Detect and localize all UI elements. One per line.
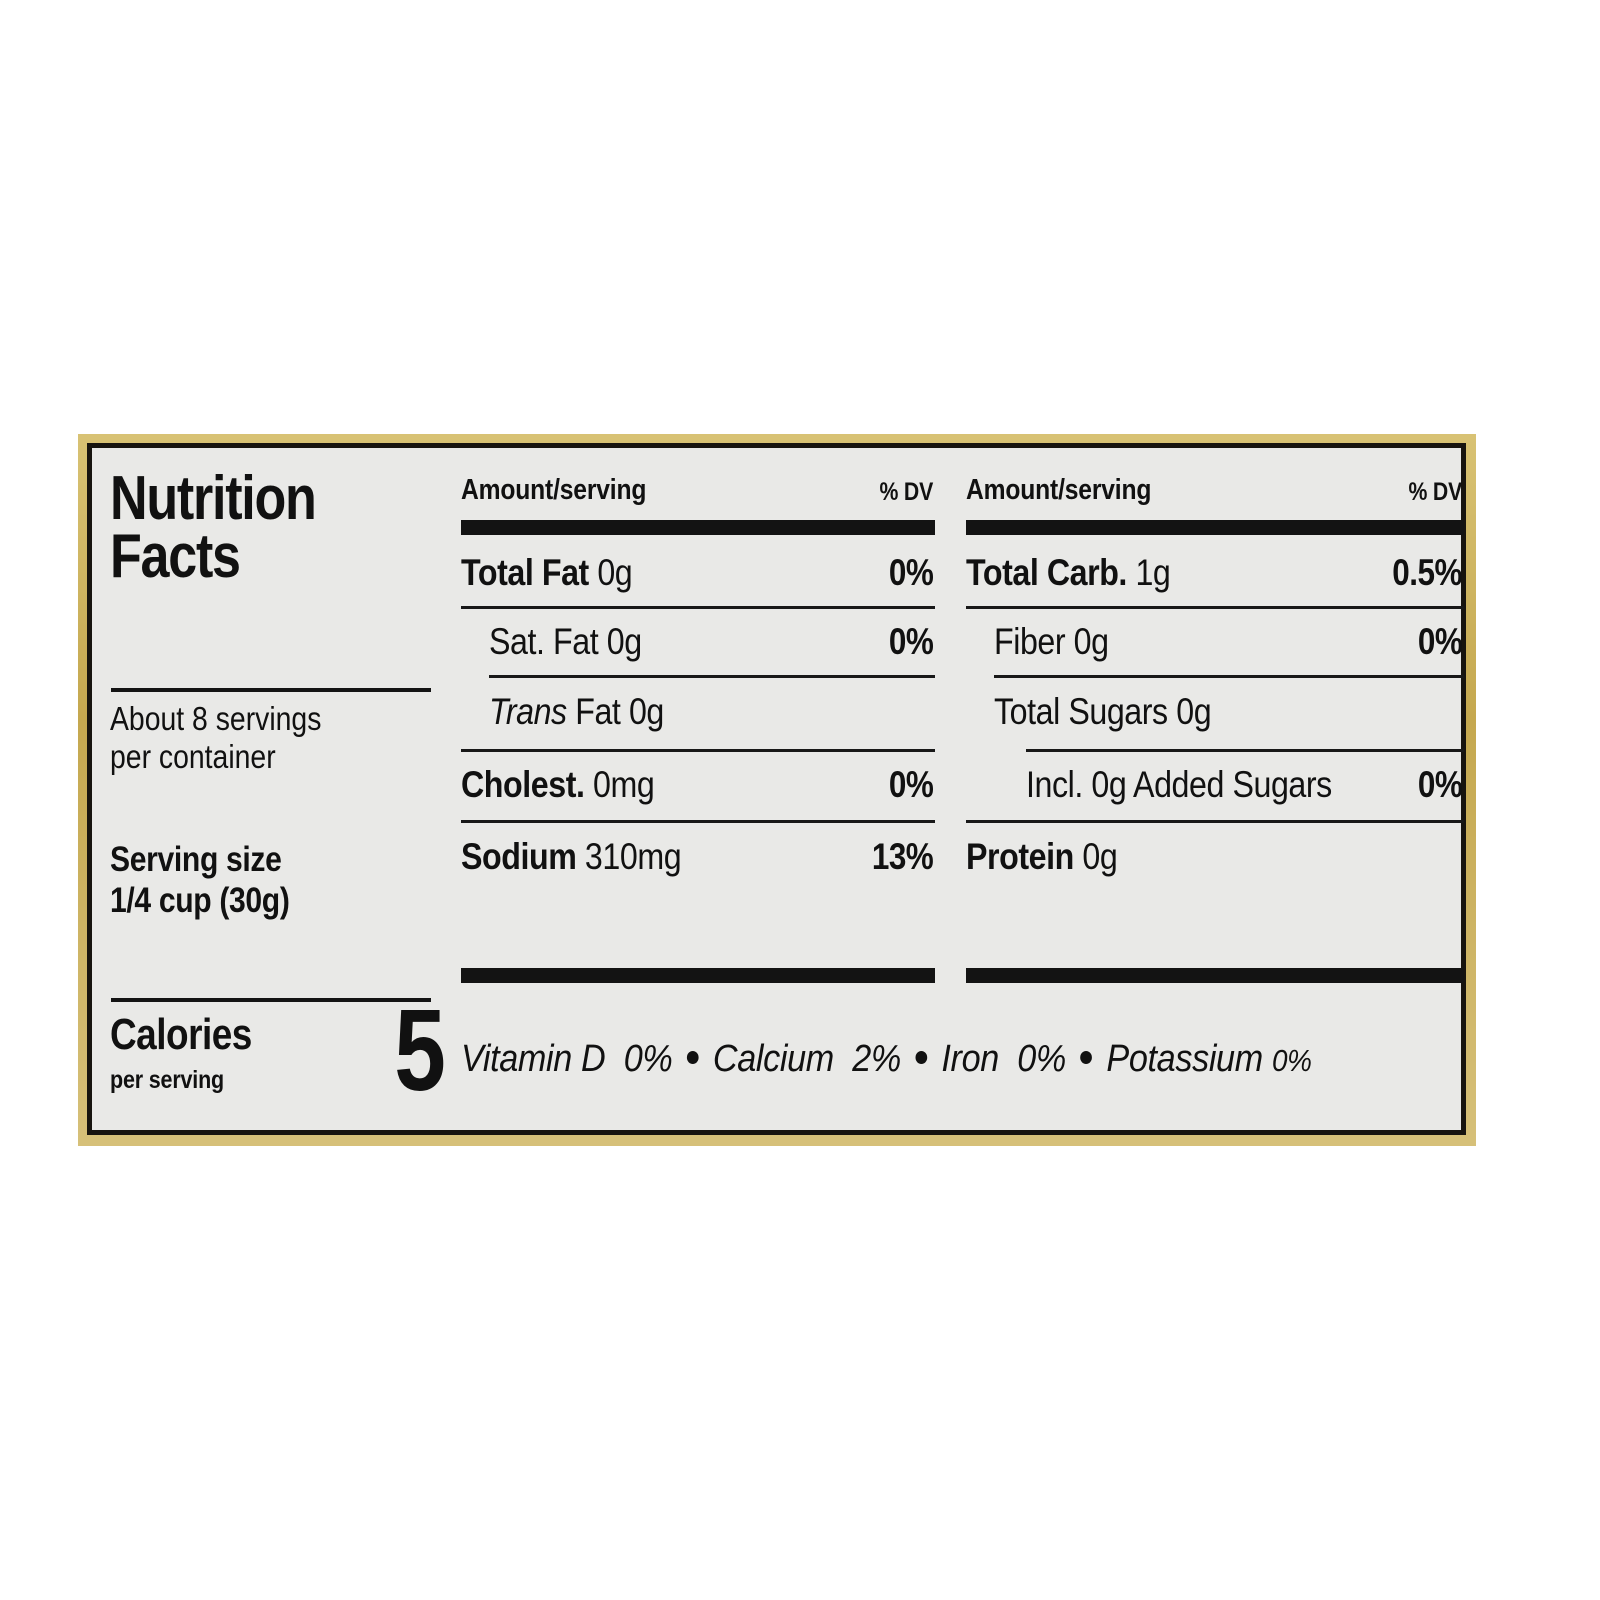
calories-label: Calories	[110, 1010, 252, 1059]
nutrient-column-left: Amount/serving % DV Total Fat 0g 0%	[459, 448, 935, 1130]
micronutrient-value-iron: 0%	[1017, 1038, 1066, 1080]
servings-line-2: per container	[110, 738, 276, 776]
nutrient-label: Total Fat	[461, 552, 589, 593]
column-header-right: Amount/serving % DV	[964, 474, 1464, 516]
nutrient-name: Trans Fat 0g	[489, 691, 690, 733]
row-divider	[1026, 749, 1464, 752]
nutrient-dv: 0%	[888, 552, 934, 593]
nutrient-dv: 0%	[888, 621, 934, 662]
nutrient-name: Sodium 310mg	[461, 836, 714, 878]
nutrient-label: Cholest.	[461, 764, 585, 805]
nutrient-name: Total Fat 0g	[461, 552, 658, 594]
serving-size-value: 1/4 cup (30g)	[110, 880, 290, 920]
nutrient-dv: 0%	[888, 764, 934, 805]
row-divider	[489, 675, 935, 678]
row-divider	[966, 606, 1464, 609]
row-divider	[994, 675, 1464, 678]
nutrient-label: Trans	[489, 691, 567, 732]
thick-bar-top-left	[461, 520, 935, 535]
micronutrient-list: Vitamin D 0% Calcium 2% Iron 0% Potassium 0…	[461, 1038, 1406, 1081]
row-divider	[461, 606, 935, 609]
row-divider	[966, 820, 1464, 823]
amount-per-serving-header: Amount/serving	[966, 474, 1152, 506]
nutrient-label: Fiber	[994, 621, 1066, 662]
micronutrient-name-iron: Iron	[941, 1038, 999, 1080]
nutrient-amount: Fat 0g	[575, 691, 664, 732]
nutrient-amount: 0g	[597, 552, 633, 593]
amount-per-serving-header: Amount/serving	[461, 474, 647, 506]
nutrient-name: Fiber 0g	[994, 621, 1126, 663]
servings-line-1: About 8 servings	[110, 700, 322, 737]
nutrient-name: Total Sugars 0g	[994, 691, 1244, 733]
nutrient-name: Sat. Fat 0g	[489, 621, 665, 663]
nutrient-amount: 0g	[1073, 621, 1109, 662]
servings-per-container: About 8 servings per container	[110, 700, 440, 777]
micronutrient-row: Vitamin D 0% Calcium 2% Iron 0% Potassium 0…	[459, 1038, 1445, 1094]
nutrient-dv: 0%	[1417, 764, 1463, 805]
nutrient-amount: 310mg	[584, 836, 682, 877]
nutrient-dv: 0%	[1417, 621, 1463, 662]
title-line-2: Facts	[110, 521, 241, 591]
nutrient-dv: 0.5%	[1392, 552, 1462, 593]
thick-bar-bottom-left	[461, 968, 935, 983]
nutrient-dv: 13%	[871, 836, 934, 877]
nutrient-amount: 0g	[606, 621, 642, 662]
nutrient-name: Incl. 0g Added Sugars	[1026, 764, 1378, 806]
row-divider	[461, 749, 935, 752]
nutrition-facts-label: Nutrition Facts About 8 servings per con…	[78, 434, 1476, 1146]
percent-dv-header: % DV	[879, 478, 933, 506]
micronutrient-value-calcium: 2%	[852, 1038, 901, 1080]
nutrient-amount: 0g	[1082, 836, 1118, 877]
micronutrient-name-vitamin-d: Vitamin D	[461, 1038, 606, 1080]
nutrient-label: Sodium	[461, 836, 577, 877]
title-line-1: Nutrition	[110, 464, 317, 533]
label-body: Nutrition Facts About 8 servings per con…	[92, 448, 1464, 1130]
nutrient-name: Protein 0g	[966, 836, 1140, 878]
nutrient-label: Sat. Fat	[489, 621, 599, 662]
calories-value: 5	[394, 985, 447, 1115]
serving-size: Serving size 1/4 cup (30g)	[110, 840, 440, 921]
nutrient-label: Incl. 0g Added Sugars	[1026, 764, 1332, 805]
label-inner-border: Nutrition Facts About 8 servings per con…	[87, 443, 1466, 1135]
nutrient-label: Protein	[966, 836, 1074, 877]
nutrient-amount: 1g	[1135, 552, 1171, 593]
nutrient-amount: 0g	[1176, 691, 1212, 732]
nutrient-name: Cholest. 0mg	[461, 764, 683, 806]
micronutrient-value-potassium: 0%	[1272, 1043, 1312, 1078]
micronutrient-value-vitamin-d: 0%	[623, 1038, 673, 1080]
divider-under-title	[111, 688, 431, 692]
micronutrient-name-potassium: Potassium	[1106, 1038, 1263, 1080]
divider-above-calories	[111, 998, 431, 1002]
nutrient-name: Total Carb. 1g	[966, 552, 1201, 594]
nutrient-amount: 0mg	[593, 764, 655, 805]
nutrient-column-right: Amount/serving % DV Total Carb. 1g 0.5%	[964, 448, 1464, 1130]
bullet-separator-icon	[1080, 1051, 1093, 1065]
row-divider	[461, 820, 935, 823]
column-header-left: Amount/serving % DV	[459, 474, 935, 516]
serving-info-panel: Nutrition Facts About 8 servings per con…	[110, 448, 446, 1130]
nutrition-facts-title: Nutrition Facts	[110, 464, 440, 591]
serving-size-label: Serving size	[110, 840, 282, 879]
thick-bar-bottom-right	[966, 968, 1464, 983]
calories-row: Calories per serving 5	[110, 992, 446, 1138]
calories-sublabel: per serving	[110, 1066, 225, 1094]
nutrient-label: Total Sugars	[994, 691, 1168, 732]
micronutrient-name-calcium: Calcium	[712, 1038, 834, 1080]
bullet-separator-icon	[915, 1051, 928, 1065]
bullet-separator-icon	[686, 1051, 699, 1065]
thick-bar-top-right	[966, 520, 1464, 535]
percent-dv-header: % DV	[1408, 478, 1462, 506]
nutrient-label: Total Carb.	[966, 552, 1127, 593]
